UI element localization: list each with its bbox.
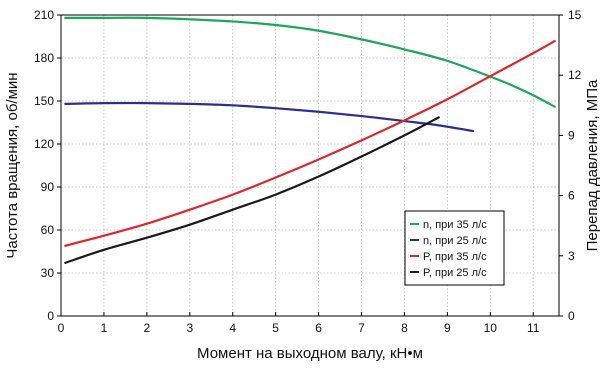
y-left-axis-title: Частота вращения, об/мин xyxy=(4,72,21,258)
x-tick-label: 0 xyxy=(58,321,65,335)
legend-box xyxy=(404,210,505,286)
x-tick-label: 2 xyxy=(144,321,151,335)
y-right-tick-label: 9 xyxy=(568,128,575,142)
y-left-tick-label: 60 xyxy=(41,223,55,237)
x-tick-label: 10 xyxy=(484,321,498,335)
legend-label: P, при 25 л/с xyxy=(423,267,487,279)
legend-label: n, при 35 л/с xyxy=(423,219,487,231)
x-tick-label: 5 xyxy=(272,321,279,335)
x-tick-label: 9 xyxy=(444,321,451,335)
tick-labels: 0 1 2 3 4 5 6 7 8 9 10 1103060901201501802100369121… xyxy=(34,8,582,335)
y-right-axis-title: Перепад давления, МПа xyxy=(584,79,601,251)
y-left-tick-label: 0 xyxy=(47,309,54,323)
y-right-tick-label: 15 xyxy=(568,8,582,22)
x-tick-label: 11 xyxy=(527,321,540,335)
series-line-2 xyxy=(64,101,475,133)
grid xyxy=(61,15,559,316)
plot-frame xyxy=(60,14,560,317)
y-right-tick-label: 0 xyxy=(568,309,575,323)
y-right-tick-label: 3 xyxy=(568,249,575,263)
y-left-tick-label: 180 xyxy=(34,51,54,65)
y-right-tick-label: 6 xyxy=(568,189,575,203)
series-line-1 xyxy=(64,16,556,108)
x-tick-label: 6 xyxy=(315,321,322,335)
y-left-tick-label: 30 xyxy=(41,266,55,280)
x-axis-title: Момент на выходном валу, кН•м xyxy=(197,345,423,362)
axes xyxy=(60,14,560,317)
y-left-tick-label: 90 xyxy=(41,180,55,194)
x-tick-label: 3 xyxy=(186,321,193,335)
legend-label: n, при 25 л/с xyxy=(423,235,487,247)
legend: n, при 35 л/с n, при 25 л/с P, при 35 л/с P… xyxy=(404,210,505,286)
y-left-tick-label: 210 xyxy=(34,8,54,22)
legend-label: P, при 35 л/с xyxy=(423,251,487,263)
x-tick-label: 7 xyxy=(358,321,365,335)
x-tick-label: 4 xyxy=(229,321,236,335)
series-line-4 xyxy=(64,116,440,264)
series-lines xyxy=(64,16,556,264)
x-tick-label: 1 xyxy=(101,321,108,335)
series-line-3 xyxy=(64,39,556,247)
y-left-tick-label: 150 xyxy=(34,94,54,108)
y-left-tick-label: 120 xyxy=(34,137,54,151)
y-right-tick-label: 12 xyxy=(568,68,582,82)
x-tick-label: 8 xyxy=(401,321,408,335)
